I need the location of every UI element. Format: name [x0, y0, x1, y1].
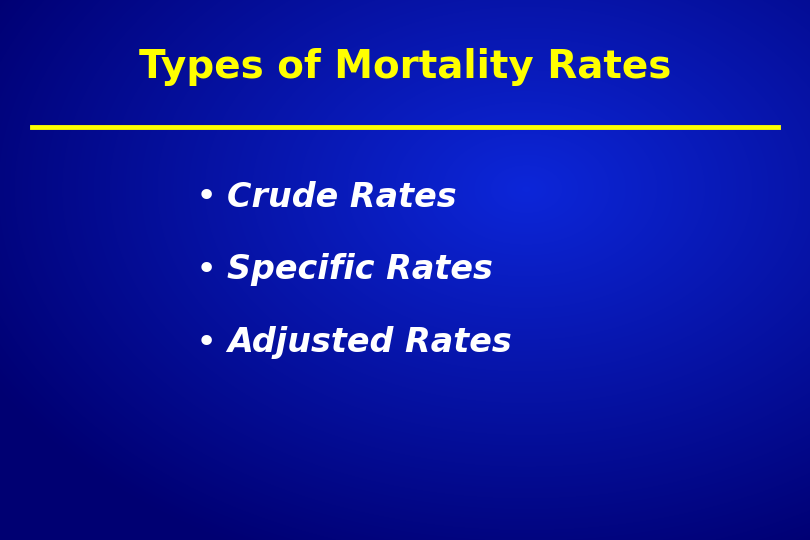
Text: Specific Rates: Specific Rates	[227, 253, 492, 287]
Text: Crude Rates: Crude Rates	[227, 180, 456, 214]
Text: •: •	[196, 326, 217, 360]
Text: •: •	[196, 180, 217, 214]
Text: •: •	[196, 253, 217, 287]
Text: Types of Mortality Rates: Types of Mortality Rates	[139, 49, 671, 86]
Text: Adjusted Rates: Adjusted Rates	[227, 326, 512, 360]
